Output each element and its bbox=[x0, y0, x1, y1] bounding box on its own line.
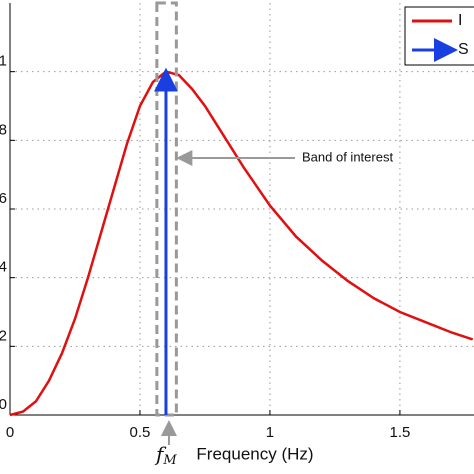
x-tick-label: 1 bbox=[266, 424, 274, 441]
legend-label: I bbox=[458, 12, 462, 29]
legend-label: S bbox=[458, 41, 469, 58]
band-label: Band of interest bbox=[302, 149, 393, 164]
x-tick-label: 0 bbox=[6, 424, 14, 441]
y-tick-label: 0.2 bbox=[0, 327, 7, 344]
y-tick-label: 0.4 bbox=[0, 259, 7, 276]
marker-label: fM bbox=[154, 442, 177, 468]
x-tick-label: 0.5 bbox=[130, 424, 151, 441]
y-tick-label: 0.8 bbox=[0, 121, 7, 138]
line-series bbox=[9, 70, 474, 417]
y-tick-label: 1 bbox=[0, 53, 7, 70]
y-tick-label: 0.6 bbox=[0, 190, 7, 207]
x-axis-label: Frequency (Hz) bbox=[196, 444, 313, 463]
marker-label-sub: M bbox=[162, 453, 177, 468]
x-tick-label: 1.5 bbox=[389, 424, 410, 441]
y-tick-label: 0 bbox=[0, 396, 7, 413]
